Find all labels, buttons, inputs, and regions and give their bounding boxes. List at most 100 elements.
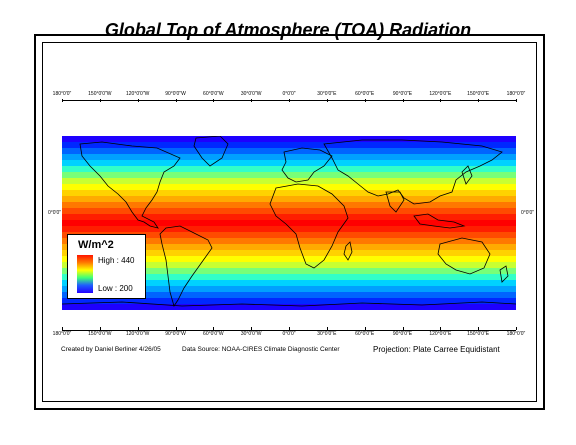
longitude-tick-mark [364, 327, 366, 330]
australia-outline [437, 237, 491, 275]
radiation-band [62, 292, 516, 299]
longitude-tick-mark [62, 327, 63, 330]
longitude-tick-label: 120°0'0"W [125, 331, 150, 337]
radiation-band [62, 280, 516, 287]
longitude-tick-label: 0°0'0" [282, 331, 296, 337]
radiation-bands [62, 136, 516, 311]
radiation-band [62, 286, 516, 293]
longitude-tick-label: 60°0'0"E [355, 91, 375, 97]
radiation-band [62, 184, 516, 191]
longitude-tick-label: 90°0'0"E [392, 91, 413, 97]
longitude-tick-label: 180°0'0" [52, 331, 72, 337]
longitude-tick-mark [326, 327, 328, 330]
south-america-outline [159, 225, 213, 307]
longitude-tick-label: 180°0'0" [506, 91, 526, 97]
longitude-tick-label: 150°0'0"W [88, 91, 112, 97]
coastlines [61, 135, 517, 307]
legend-low-label: Low : 200 [98, 284, 133, 293]
longitude-tick-label: 120°0'0"W [125, 91, 150, 97]
legend-title: W/m^2 [78, 239, 114, 251]
map-title: Global Top of Atmosphere (TOA) Radiation [104, 20, 472, 40]
radiation-band [62, 268, 516, 275]
radiation-band [62, 298, 516, 305]
longitude-tick-label: 60°0'0"W [203, 331, 224, 337]
longitude-tick-label: 150°0'0"E [467, 91, 490, 97]
north-america-outline [79, 141, 181, 229]
longitude-tick-label: 180°0'0" [52, 91, 72, 97]
radiation-band [62, 136, 516, 143]
radiation-band [62, 214, 516, 221]
radiation-band [62, 232, 516, 239]
longitude-tick-label: 120°0'0"E [429, 91, 452, 97]
map-inner-frame [42, 42, 537, 402]
longitude-tick-label: 30°0'0"E [317, 331, 337, 337]
radiation-band [62, 220, 516, 227]
radiation-map [61, 135, 517, 311]
radiation-band [62, 202, 516, 209]
longitude-tick-mark [516, 327, 517, 330]
longitude-tick-mark [289, 327, 290, 330]
radiation-band [62, 166, 516, 173]
longitude-tick-mark [137, 327, 139, 330]
radiation-band [62, 160, 516, 167]
latitude-tick-label: 0°0'0" [48, 210, 62, 216]
radiation-band [62, 250, 516, 257]
projection-text: Projection: Plate Carree Equidistant [373, 345, 500, 354]
legend: W/m^2 High : 440 Low : 200 [67, 234, 146, 299]
legend-color-ramp [77, 255, 93, 293]
longitude-tick-mark [516, 99, 517, 102]
longitude-tick-mark [175, 327, 177, 330]
graticule-border-line [62, 330, 516, 331]
radiation-band [62, 154, 516, 161]
radiation-band [62, 142, 516, 149]
india-outline [385, 191, 405, 213]
radiation-band [62, 262, 516, 269]
longitude-tick-label: 150°0'0"W [88, 331, 112, 337]
longitude-tick-label: 90°0'0"W [165, 91, 186, 97]
radiation-band [62, 238, 516, 245]
longitude-tick-label: 150°0'0"E [467, 331, 490, 337]
longitude-tick-mark [213, 327, 214, 330]
longitude-tick-label: 30°0'0"W [240, 91, 262, 97]
graticule-border-line [62, 100, 516, 101]
greenland-outline [193, 135, 229, 167]
madagascar-outline [343, 241, 353, 261]
longitude-tick-label: 90°0'0"W [165, 331, 186, 337]
data-source-text: Data Source: NOAA-CIRES Climate Diagnost… [182, 346, 340, 353]
credit-text: Created by Daniel Berliner 4/26/05 [61, 346, 161, 353]
longitude-tick-mark [251, 327, 252, 330]
legend-high-label: High : 440 [98, 256, 135, 265]
europe-outline [281, 147, 333, 183]
radiation-band [62, 274, 516, 281]
longitude-tick-label: 60°0'0"W [203, 91, 224, 97]
japan-outline [461, 165, 473, 185]
radiation-band [62, 190, 516, 197]
longitude-tick-label: 30°0'0"E [317, 91, 337, 97]
longitude-tick-label: 30°0'0"W [240, 331, 262, 337]
longitude-tick-label: 90°0'0"E [392, 331, 413, 337]
radiation-band [62, 244, 516, 251]
radiation-band [62, 208, 516, 215]
longitude-tick-label: 120°0'0"E [429, 331, 452, 337]
longitude-tick-mark [440, 327, 441, 330]
longitude-tick-label: 180°0'0" [506, 331, 526, 337]
longitude-tick-mark [402, 327, 404, 330]
new-zealand-outline [499, 265, 509, 283]
radiation-band [62, 172, 516, 179]
indonesia-outline [413, 213, 466, 229]
antarctica-outline [61, 301, 517, 307]
asia-outline [323, 139, 503, 205]
radiation-band [62, 304, 516, 311]
africa-outline [269, 183, 349, 269]
longitude-tick-mark [478, 327, 479, 330]
longitude-tick-label: 60°0'0"E [355, 331, 375, 337]
radiation-bands-and-coastlines [61, 135, 517, 311]
radiation-band [62, 196, 516, 203]
longitude-tick-mark [99, 327, 101, 330]
latitude-tick-label: 0°0'0" [521, 210, 535, 216]
longitude-tick-label: 0°0'0" [282, 91, 296, 97]
radiation-band [62, 226, 516, 233]
radiation-band [62, 148, 516, 155]
radiation-band [62, 256, 516, 263]
radiation-band [62, 178, 516, 185]
